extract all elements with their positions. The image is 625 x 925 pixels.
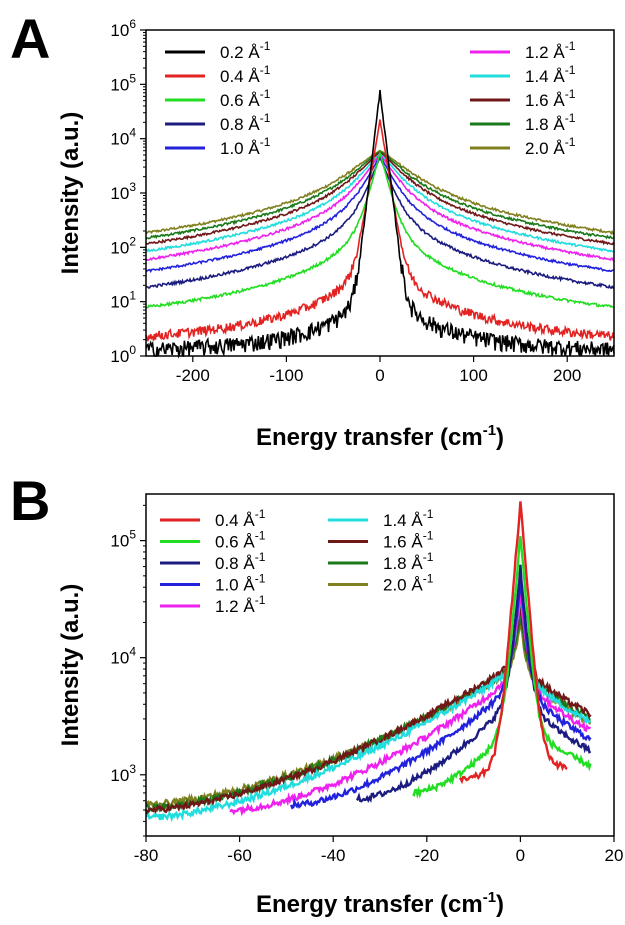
panel-a-curves [145,89,615,359]
legend-entry: 0.8 Å-1 [215,550,266,573]
y-tick-label: 104 [110,126,136,149]
panel-a-y-axis-label: Intensity (a.u.) [57,112,84,275]
legend-entry: 1.0 Å-1 [220,135,271,158]
panel-b-x-ticks: -80 -60 -40 -20 0 20 [134,836,624,865]
legend-entry: 1.8 Å-1 [525,111,576,134]
series-line-5 [145,154,615,274]
x-tick-label: 0 [375,366,384,385]
y-tick-label: 104 [110,645,136,668]
x-tick-label: 200 [553,366,581,385]
legend-entry: 1.2 Å-1 [215,593,266,616]
x-tick-label: -40 [321,846,346,865]
series-line-6 [145,153,615,262]
x-tick-label: 100 [459,366,487,385]
legend-entry: 0.2 Å-1 [220,39,271,62]
series-line-7 [145,152,615,253]
series-line-3 [355,564,592,804]
y-tick-label: 102 [110,234,136,257]
series-line-10 [145,149,615,236]
legend-entry: 2.0 Å-1 [383,572,434,595]
x-tick-label: -200 [176,366,210,385]
x-tick-label: -60 [227,846,252,865]
panel-b-y-axis-label: Intensity (a.u.) [57,584,84,747]
legend-entry: 2.0 Å-1 [525,135,576,158]
series-line-8 [145,151,615,246]
panel-b-legend: 0.4 Å-10.6 Å-10.8 Å-11.0 Å-11.2 Å-1 1.4 Å… [160,507,434,616]
legend-entry: 0.8 Å-1 [220,111,271,134]
legend-entry: 1.6 Å-1 [383,529,434,552]
y-tick-label: 103 [110,762,136,785]
series-line-4 [146,155,615,290]
y-tick-label: 100 [110,343,136,366]
legend-entry: 1.6 Å-1 [525,87,576,110]
x-tick-label: 20 [605,846,624,865]
panel-a-legend: 0.2 Å-10.4 Å-10.6 Å-10.8 Å-11.0 Å-1 1.2 Å… [165,39,576,158]
panel-b-curves [144,501,592,823]
legend-entry: 0.4 Å-1 [215,507,266,530]
legend-entry: 1.4 Å-1 [383,507,434,530]
y-tick-label: 105 [110,528,136,551]
series-line-2 [412,536,592,800]
panel-a: A -200 -100 0 100 200 100101102103104105106 … [10,7,615,451]
legend-entry: 1.0 Å-1 [215,572,266,595]
panel-b: B -80 -60 -40 -20 0 20 103 104 105 0.4 Å-10.6 Å… [10,469,623,918]
series-line-1 [459,501,568,785]
series-line-9 [145,150,615,240]
series-line-4 [289,579,592,810]
legend-entry: 1.2 Å-1 [525,39,576,62]
legend-entry: 1.4 Å-1 [525,63,576,86]
panel-a-x-axis-label: Energy transfer (cm-1) [256,422,504,451]
legend-entry: 0.4 Å-1 [220,63,271,86]
x-tick-label: 0 [516,846,525,865]
x-tick-label: -20 [415,846,440,865]
series-line-3 [145,149,615,309]
legend-entry: 0.6 Å-1 [215,529,266,552]
panel-b-plot-frame [145,493,615,837]
legend-entry: 0.6 Å-1 [220,87,271,110]
panel-a-x-ticks: -200 -100 0 100 200 [176,356,581,385]
legend-entry: 1.8 Å-1 [383,550,434,573]
panel-b-y-ticks: 103 104 105 [110,504,146,837]
y-tick-label: 105 [110,71,136,94]
panel-a-y-ticks: 100 101 102 103 104 105 106 [110,17,146,366]
panel-a-label: A [10,7,50,70]
x-tick-label: -80 [134,846,159,865]
x-tick-label: -100 [269,366,303,385]
panel-b-label: B [10,469,50,532]
y-tick-label: 101 [110,289,136,312]
y-tick-label: 103 [110,180,136,203]
series-line-2 [145,119,615,342]
panel-b-x-axis-label: Energy transfer (cm-1) [256,889,504,918]
y-tick-label: 106 [110,17,136,40]
series-line-1 [145,89,615,359]
